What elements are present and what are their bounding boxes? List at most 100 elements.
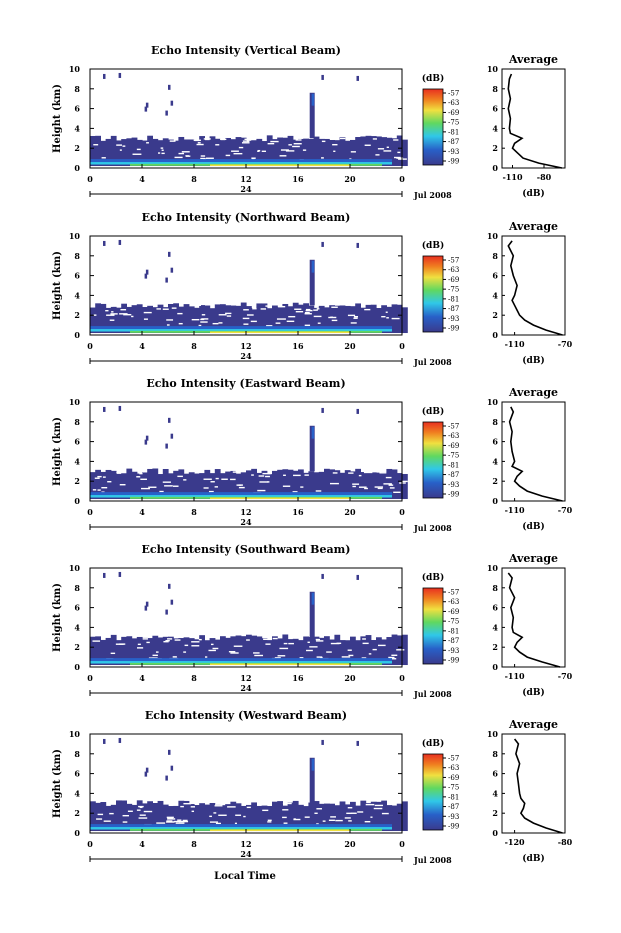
y-tick-label: 0 [74,662,80,672]
echo-gap [174,639,181,641]
echo-gap [159,490,164,493]
echo-layer-cell [110,634,117,666]
echo-gap [166,821,175,823]
echo-gap [401,480,408,483]
echo-gap [191,810,195,813]
echo-gap [391,654,398,656]
x-tick-label: 0 [87,341,93,351]
echo-layer-cell [360,636,367,666]
echo-speck [168,749,171,755]
echo-gap [313,315,322,318]
echo-gap [132,153,142,155]
echo-gap [350,322,357,324]
echo-layer-cell [381,639,387,666]
echo-gap [293,818,301,821]
echo-gap [119,313,128,315]
echo-layer-cell [339,801,346,832]
echo-gap [184,644,189,647]
echo-layer-cell [370,472,377,500]
echo-gap [218,322,223,324]
echo-layer-cell [370,640,377,666]
echo-layer-cell [90,135,96,167]
y-axis-label: Height (km) [52,749,63,818]
echo-gap [265,305,270,307]
echo-speck [165,609,168,615]
echo-layer-cell [240,472,247,500]
echo-gap [139,472,143,475]
echo-gap [225,312,232,315]
echo-layer-cell [209,473,216,500]
echo-gap [332,472,338,474]
colorbar-tick-label: -75 [448,119,459,127]
echo-gap [364,144,371,146]
echo-gap [358,486,367,488]
colorbar [422,587,444,665]
echo-gap [344,638,349,640]
echo-gap [205,157,214,159]
colorbar-tick-label: -99 [448,158,459,166]
echo-gap [200,155,206,157]
echo-layer-cell [350,471,356,500]
echo-gap [201,318,209,320]
echo-gap [105,310,109,312]
echo-layer-cell [402,801,408,832]
echo-gap [227,806,236,808]
echo-layer-cell [178,136,185,167]
echo-gap [232,471,241,473]
x-tick-label: 16 [292,341,304,351]
average-frame [501,68,566,169]
echo-layer-cell [329,305,335,334]
echo-layer-cell [194,473,200,500]
echo-gap [295,139,302,141]
colorbar-unit: (dB) [422,738,444,749]
echo-gap [120,309,127,311]
echo-gap [254,654,264,657]
echo-layer-cell [194,307,200,334]
echo-gap [131,315,134,318]
echo-gap [231,150,239,152]
echo-gap [257,489,266,492]
echo-gap [136,809,141,811]
echo-layer-cell [178,800,185,832]
echo-layer-cell [344,640,351,666]
y-tick-label: 2 [74,476,80,486]
echo-layer-cell [157,800,164,832]
echo-layer-cell [261,638,268,666]
echo-layer-cell [246,634,252,666]
echo-layer-cell [370,304,377,334]
y-tick-label: 6 [74,603,80,613]
echo-layer-cell [318,138,325,167]
y-axis-label: Height (km) [52,84,63,153]
echo-gap [282,816,287,819]
echo-gap [218,814,227,816]
echo-plume-core [311,93,315,106]
echo-layer-cell [220,304,226,334]
y-tick-label: 4 [74,123,80,133]
echo-gap [275,322,281,324]
colorbar-tick-label: -93 [448,315,459,323]
echo-gap [156,822,166,824]
echo-gap [220,138,227,141]
echo-gap [383,483,392,485]
echo-layer-cell [402,473,408,500]
echo-layer-cell [142,637,148,666]
echo-layer-cell [168,303,174,334]
echo-gap [396,157,404,159]
heatmap [90,405,408,500]
average-y-tick-label: 10 [487,64,499,74]
echo-layer-cell [272,305,278,334]
echo-layer-cell [152,468,159,500]
echo-band-cyan [90,661,392,664]
average-profile-line [507,240,563,336]
echo-layer-cell [370,136,377,167]
echo-layer-cell [100,140,107,167]
echo-speck [118,405,122,411]
echo-layer-cell [402,307,408,334]
echo-plume [309,92,315,139]
echo-layer-cell [360,136,367,167]
echo-layer-cell [246,804,252,832]
echo-gap [331,306,338,308]
echo-layer-cell [251,635,257,666]
colorbar-tick-label: -87 [448,471,459,479]
echo-gap [119,643,126,645]
